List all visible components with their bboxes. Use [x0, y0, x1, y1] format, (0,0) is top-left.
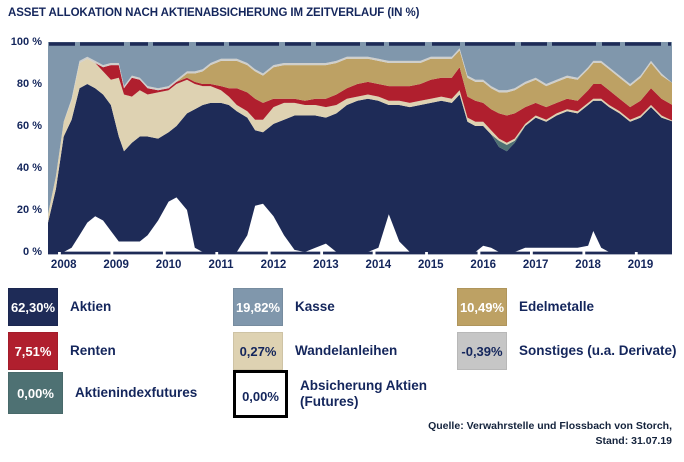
area-wandelanleihen [48, 58, 672, 223]
y-tick-20: 20 % [16, 204, 42, 216]
x-tick-2014: 2014 [365, 259, 392, 271]
legend-label-aktienindexfutures: Aktienindexfutures [75, 385, 198, 400]
x-tick-2012: 2012 [260, 259, 287, 271]
x-tick-2015: 2015 [417, 259, 444, 271]
x-tick-2017: 2017 [522, 259, 549, 271]
legend-swatch-aktienindexfutures: 0,00% [8, 372, 63, 414]
legend-swatch-renten: 7,51% [8, 332, 58, 370]
x-tick-2016: 2016 [470, 259, 497, 271]
area-aktien [48, 84, 672, 252]
area-kasse [48, 39, 672, 215]
area-edelmetalle [48, 50, 672, 215]
legend-label-edelmetalle: Edelmetalle [519, 299, 595, 314]
x-tick-2010: 2010 [155, 259, 182, 271]
x-tick-2018: 2018 [575, 259, 601, 271]
source-line-1: Quelle: Verwahrstelle und Flossbach von … [428, 420, 672, 432]
x-tick-2011: 2011 [208, 259, 234, 271]
legend-label-aktien: Aktien [70, 299, 112, 314]
legend-label-wandelanleihen: Wandelanleihen [295, 343, 398, 358]
x-tick-2019: 2019 [627, 259, 654, 271]
source-line-2: Stand: 31.07.19 [595, 435, 672, 447]
legend-swatch-kasse: 19,82% [233, 288, 283, 326]
y-tick-100: 100 % [10, 36, 42, 48]
legend-swatch-aktien: 62,30% [8, 288, 58, 326]
x-tick-2008: 2008 [50, 259, 77, 271]
area-renten [48, 58, 672, 215]
area-layers [48, 39, 672, 252]
y-tick-80: 80 % [16, 78, 42, 90]
legend-label-renten: Renten [70, 343, 116, 358]
stacked-area-svg [48, 39, 672, 255]
legend-swatch-wandelanleihen: 0,27% [233, 332, 283, 370]
x-tick-2013: 2013 [313, 259, 339, 271]
y-tick-0: 0 % [23, 246, 42, 258]
y-tick-60: 60 % [16, 120, 42, 132]
legend-swatch-absicherung: 0,00% [233, 370, 288, 418]
page-title: ASSET ALLOKATION NACH AKTIENABSICHERUNG … [8, 7, 420, 19]
legend-swatch-edelmetalle: 10,49% [457, 288, 507, 326]
area-absicherung [48, 197, 672, 252]
legend-label-sonstiges: Sonstiges (u.a. Derivate) [519, 343, 677, 358]
x-tick-2009: 2009 [103, 259, 129, 271]
source-note: Quelle: Verwahrstelle und Flossbach von … [428, 419, 672, 449]
legend-label-absicherung: Absicherung Aktien (Futures) [300, 378, 428, 409]
legend-label-kasse: Kasse [295, 299, 335, 314]
allocation-area-chart [48, 39, 672, 255]
y-tick-40: 40 % [16, 162, 42, 174]
area-sonstiges [48, 48, 672, 215]
legend-swatch-sonstiges: -0,39% [457, 332, 507, 370]
